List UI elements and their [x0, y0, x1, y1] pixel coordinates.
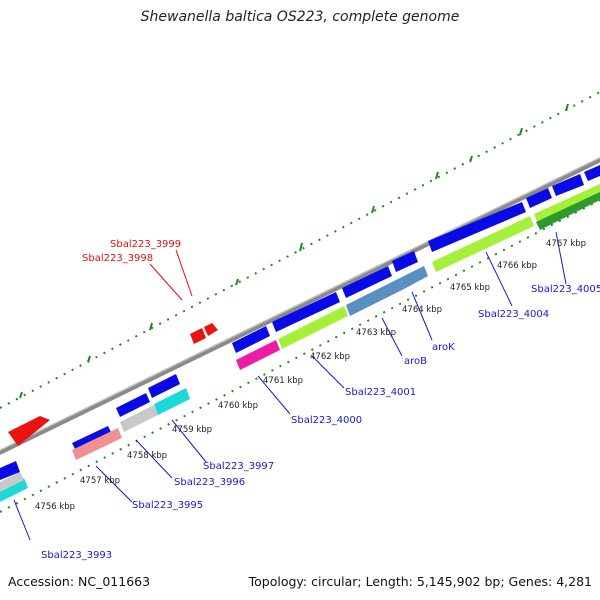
- rna-gene-sbal223-3998[interactable]: [190, 328, 206, 344]
- tick-label: 4756 kbp: [35, 502, 75, 512]
- gene-arok-fwd[interactable]: [392, 251, 418, 272]
- gene-label-sbal223-4004[interactable]: Sbal223_4004: [478, 309, 549, 320]
- tick-label: 4765 kbp: [450, 283, 490, 293]
- tick-label: 4760 kbp: [218, 401, 258, 411]
- cds-3997[interactable]: [154, 388, 190, 415]
- tick-label: 4767 kbp: [546, 239, 586, 249]
- gene-4007-fwd[interactable]: [584, 165, 600, 181]
- gene-4006-fwd[interactable]: [552, 174, 584, 196]
- gene-3993-fwd[interactable]: [0, 461, 20, 480]
- gc-skew-bars: [19, 103, 569, 399]
- forward-strand-genes: [0, 165, 600, 480]
- genome-backbone: [0, 156, 600, 456]
- cds-arob[interactable]: [346, 278, 404, 316]
- genome-summary-text: Topology: circular; Length: 5,145,902 bp…: [248, 574, 592, 589]
- gene-label-sbal223-3996[interactable]: Sbal223_3996: [174, 477, 245, 488]
- gene-3996-fwd[interactable]: [116, 393, 150, 417]
- gene-label-arob[interactable]: aroB: [404, 356, 427, 367]
- cds-4001[interactable]: [278, 306, 348, 349]
- tick-label: 4759 kbp: [172, 425, 212, 435]
- gene-label-sbal223-3993[interactable]: Sbal223_3993: [41, 550, 112, 561]
- gene-label-sbal223-3995[interactable]: Sbal223_3995: [132, 500, 203, 511]
- gene-4004-fwd[interactable]: [428, 202, 526, 252]
- cds-3995[interactable]: [72, 428, 122, 460]
- cds-4005-dark[interactable]: [536, 192, 600, 230]
- gene-arob-fwd[interactable]: [342, 266, 392, 298]
- gene-label-sbal223-4001[interactable]: Sbal223_4001: [345, 387, 416, 398]
- tick-label: 4761 kbp: [263, 376, 303, 386]
- tick-label: 4766 kbp: [497, 261, 537, 271]
- tick-label: 4762 kbp: [310, 352, 350, 362]
- tick-label: 4758 kbp: [127, 451, 167, 461]
- rna-gene-left[interactable]: [8, 416, 50, 446]
- gene-4005-fwd[interactable]: [526, 188, 552, 208]
- gene-label-sbal223-3998[interactable]: Sbal223_3998: [82, 253, 153, 264]
- gene-4000-fwd[interactable]: [232, 326, 270, 353]
- gene-label-sbal223-4000[interactable]: Sbal223_4000: [291, 415, 362, 426]
- rna-label-leaders: [149, 249, 193, 301]
- gene-3995-fwd[interactable]: [72, 426, 112, 451]
- gene-label-sbal223-4005[interactable]: Sbal223_4005: [531, 284, 600, 295]
- gene-3997-fwd[interactable]: [148, 374, 180, 398]
- cds-4000[interactable]: [236, 340, 280, 370]
- gene-label-sbal223-3999[interactable]: Sbal223_3999: [110, 239, 181, 250]
- tick-label: 4763 kbp: [356, 328, 396, 338]
- gene-label-sbal223-3997[interactable]: Sbal223_3997: [203, 461, 274, 472]
- genome-title: Shewanella baltica OS223, complete genom…: [140, 9, 460, 25]
- gene-4001-fwd[interactable]: [272, 292, 340, 332]
- gene-label-leaders: [13, 231, 567, 541]
- cds-3993[interactable]: [0, 478, 28, 502]
- tick-label: 4764 kbp: [402, 305, 442, 315]
- genome-backbone-highlight: [0, 157, 600, 451]
- cds-4005[interactable]: [534, 184, 600, 224]
- gene-label-arok[interactable]: aroK: [432, 342, 455, 353]
- tick-label: 4757 kbp: [80, 476, 120, 486]
- cds-3996[interactable]: [120, 405, 158, 432]
- cds-4004[interactable]: [432, 216, 534, 272]
- accession-text: Accession: NC_011663: [8, 574, 151, 589]
- cds-arok[interactable]: [400, 266, 428, 289]
- cds-3993-grey[interactable]: [0, 472, 24, 492]
- rna-gene-sbal223-3999[interactable]: [204, 323, 218, 336]
